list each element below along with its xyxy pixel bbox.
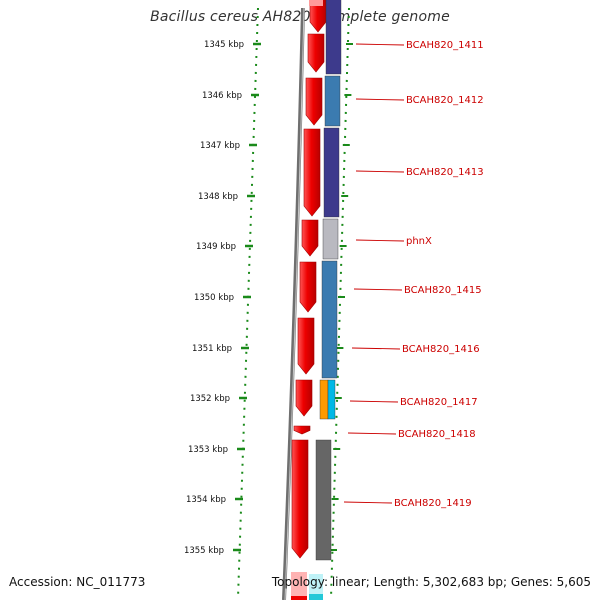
strand-arrow <box>291 439 309 559</box>
gene-leader-line <box>347 432 397 435</box>
strand-arrow <box>295 379 313 417</box>
gene-leader-line <box>343 501 393 504</box>
ruler-tick-label: 1346 kbp <box>202 91 242 101</box>
ruler-tick-label: 1353 kbp <box>188 445 228 455</box>
gene-block <box>321 260 338 379</box>
sequence-backbone <box>282 7 305 600</box>
ruler-tick-label: 1345 kbp <box>204 40 244 50</box>
ruler-tick-label: 1354 kbp <box>186 495 226 505</box>
strand-arrow <box>293 425 311 435</box>
strand-arrow-fade <box>291 596 307 600</box>
gene-label: BCAH820_1415 <box>404 285 482 296</box>
gene-leader-line <box>351 347 401 350</box>
ruler: 1345 kbp 1346 kbp 1347 kbp 1348 kbp 1349 kbp… <box>184 7 353 599</box>
gene-label: BCAH820_1411 <box>406 40 484 51</box>
strand-arrow <box>297 317 315 375</box>
gene-block <box>318 421 335 435</box>
gene-track <box>282 0 342 600</box>
strand-arrow <box>301 219 319 257</box>
gene-block <box>322 218 339 260</box>
gene-block <box>324 75 341 127</box>
gene-label: BCAH820_1418 <box>398 429 476 440</box>
gene-leader-line <box>355 98 405 101</box>
gene-label: BCAH820_1417 <box>400 397 478 408</box>
gene-leader-line <box>355 43 405 46</box>
strand-arrow <box>307 33 325 73</box>
ruler-tick-label: 1350 kbp <box>194 293 234 303</box>
gene-label: phnX <box>406 236 432 247</box>
gene-block <box>315 439 332 561</box>
strand-arrow <box>309 0 327 33</box>
ruler-tick-label: 1347 kbp <box>200 141 240 151</box>
strand-arrow <box>303 128 321 217</box>
gene-block <box>327 379 336 420</box>
gene-label: BCAH820_1416 <box>402 344 480 355</box>
map-title: Bacillus cereus AH820, complete genome <box>150 9 450 25</box>
gene-label: BCAH820_1412 <box>406 95 484 106</box>
ruler-tick-label: 1348 kbp <box>198 192 238 202</box>
ruler-tick-label: 1355 kbp <box>184 546 224 556</box>
gene-label: BCAH820_1413 <box>406 167 484 178</box>
gene-leader-line <box>355 170 405 173</box>
gene-label: BCAH820_1419 <box>394 498 472 509</box>
strand-arrow <box>305 77 323 126</box>
gene-leader-line <box>349 400 399 403</box>
gene-block-fade <box>309 594 323 600</box>
gene-block <box>325 0 342 75</box>
accession-text: Accession: NC_011773 <box>9 575 146 589</box>
gene-block <box>323 127 340 218</box>
strand-arrow <box>299 261 317 313</box>
strand-arrow-fade <box>291 572 307 600</box>
ruler-tick-label: 1351 kbp <box>192 344 232 354</box>
gene-labels: BCAH820_1411 BCAH820_1412 BCAH820_1413 phnX… <box>343 40 484 509</box>
strand-arrow-fade <box>309 0 323 6</box>
gene-block-fade <box>309 574 323 600</box>
sequence-backbone-highlight <box>284 7 305 600</box>
topology-text: Topology: linear; Length: 5,302,683 bp; … <box>271 575 591 589</box>
ruler-tick-label: 1349 kbp <box>196 242 236 252</box>
gene-block <box>319 379 329 420</box>
ruler-tick-label: 1352 kbp <box>190 394 230 404</box>
gene-leader-line <box>355 239 405 242</box>
gene-leader-line <box>353 288 403 291</box>
